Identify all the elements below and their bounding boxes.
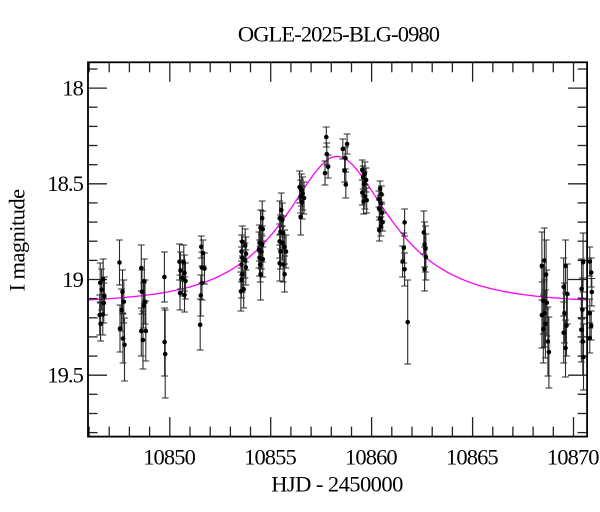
svg-text:19.5: 19.5 (47, 363, 83, 388)
svg-text:18.5: 18.5 (47, 171, 83, 196)
svg-text:I magnitude: I magnitude (5, 189, 30, 292)
svg-text:10870: 10870 (547, 445, 599, 470)
svg-text:19: 19 (62, 267, 83, 292)
svg-text:10855: 10855 (244, 445, 296, 470)
svg-text:18: 18 (62, 76, 83, 101)
svg-text:10860: 10860 (345, 445, 397, 470)
svg-text:OGLE-2025-BLG-0980: OGLE-2025-BLG-0980 (238, 22, 440, 47)
svg-text:10850: 10850 (143, 445, 195, 470)
svg-text:10865: 10865 (446, 445, 498, 470)
svg-text:HJD - 2450000: HJD - 2450000 (271, 472, 403, 497)
